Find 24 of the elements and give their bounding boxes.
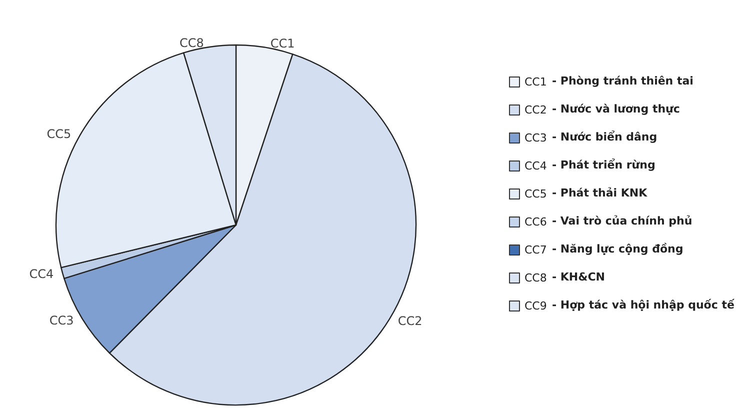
text: - KH&CN [552,270,605,284]
slice-label: CC5 [46,126,72,141]
slice-label: CC3 [49,314,74,328]
slice-label: CC1 [270,36,295,50]
legend-label: CC5 [524,188,547,200]
legend-label: CC3 [524,132,547,144]
legend-label: CC4 [524,160,547,172]
text: - Phòng tránh thiên tai [552,74,694,88]
text: - Hợp tác và hội nhập quốc tế [552,298,735,312]
legend-label: CC9 [524,300,547,312]
text: - Phát triển rừng [552,158,656,172]
slice-label: CC8 [180,36,204,50]
legend-label: CC7 [524,244,547,256]
text: - Nước và lương thực [552,102,680,116]
legend-label: CC1 [524,76,547,88]
legend-label: CC6 [524,216,547,228]
text: - Năng lực cộng đồng [552,242,684,256]
text: - Nước biển dâng [552,130,658,144]
legend-label: CC2 [524,104,547,116]
legend-label: CC8 [524,272,547,284]
text: - Vai trò của chính phủ [552,214,692,228]
slice-label: CC2 [398,314,422,328]
text: - Phát thải KNK [552,186,648,200]
slice-label: CC4 [29,267,54,282]
